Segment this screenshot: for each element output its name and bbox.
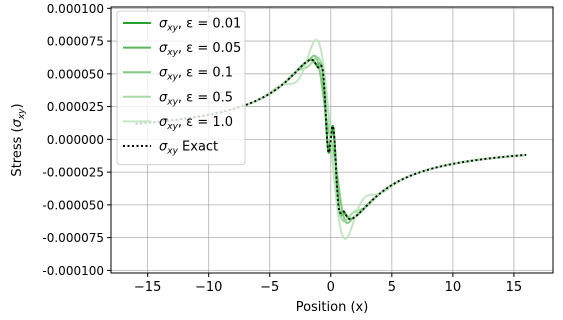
y-tick-label: -0.000100: [42, 264, 104, 278]
legend-label-1: σxy, ε = 0.05: [159, 41, 241, 58]
y-tick-label: 0.000050: [47, 67, 104, 81]
legend-label-3: σxy, ε = 0.5: [159, 90, 233, 107]
y-tick-label: -0.000025: [42, 166, 104, 180]
legend-label-0: σxy, ε = 0.01: [159, 17, 241, 34]
x-tick-label: 15: [506, 280, 523, 295]
y-tick-label: 0.000075: [47, 35, 104, 49]
y-tick-label: -0.000075: [42, 231, 104, 245]
y-tick-label: 0.000100: [47, 2, 104, 16]
y-tick-label: 0.000025: [47, 100, 104, 114]
legend-label-5: σxy Exact: [159, 140, 218, 157]
x-tick-label: −10: [195, 280, 222, 295]
y-tick-label: 0.000000: [47, 133, 104, 147]
x-tick-label: 10: [445, 280, 462, 295]
legend-box: [116, 10, 246, 166]
plot-frame: [110, 6, 554, 274]
legend-label-4: σxy, ε = 1.0: [159, 115, 233, 132]
x-tick-label: −15: [134, 280, 161, 295]
x-tick-label: 5: [388, 280, 396, 295]
legend: σxy, ε = 0.01 σxy, ε = 0.05 σxy, ε = 0.1 σx…: [116, 10, 246, 166]
x-axis-ticks: −15 −10 −5 0 5 10 15: [134, 273, 522, 295]
y-tick-label: -0.000050: [42, 198, 104, 212]
x-tick-label: 0: [327, 280, 335, 295]
x-tick-label: −5: [260, 280, 279, 295]
x-axis-label: Position (x): [296, 300, 369, 315]
y-axis-label: Stress (σxy): [10, 103, 27, 176]
legend-label-2: σxy, ε = 0.1: [159, 66, 233, 83]
y-axis-ticks: 0.000100 0.000075 0.000050 0.000025 0.000000…: [42, 2, 111, 278]
